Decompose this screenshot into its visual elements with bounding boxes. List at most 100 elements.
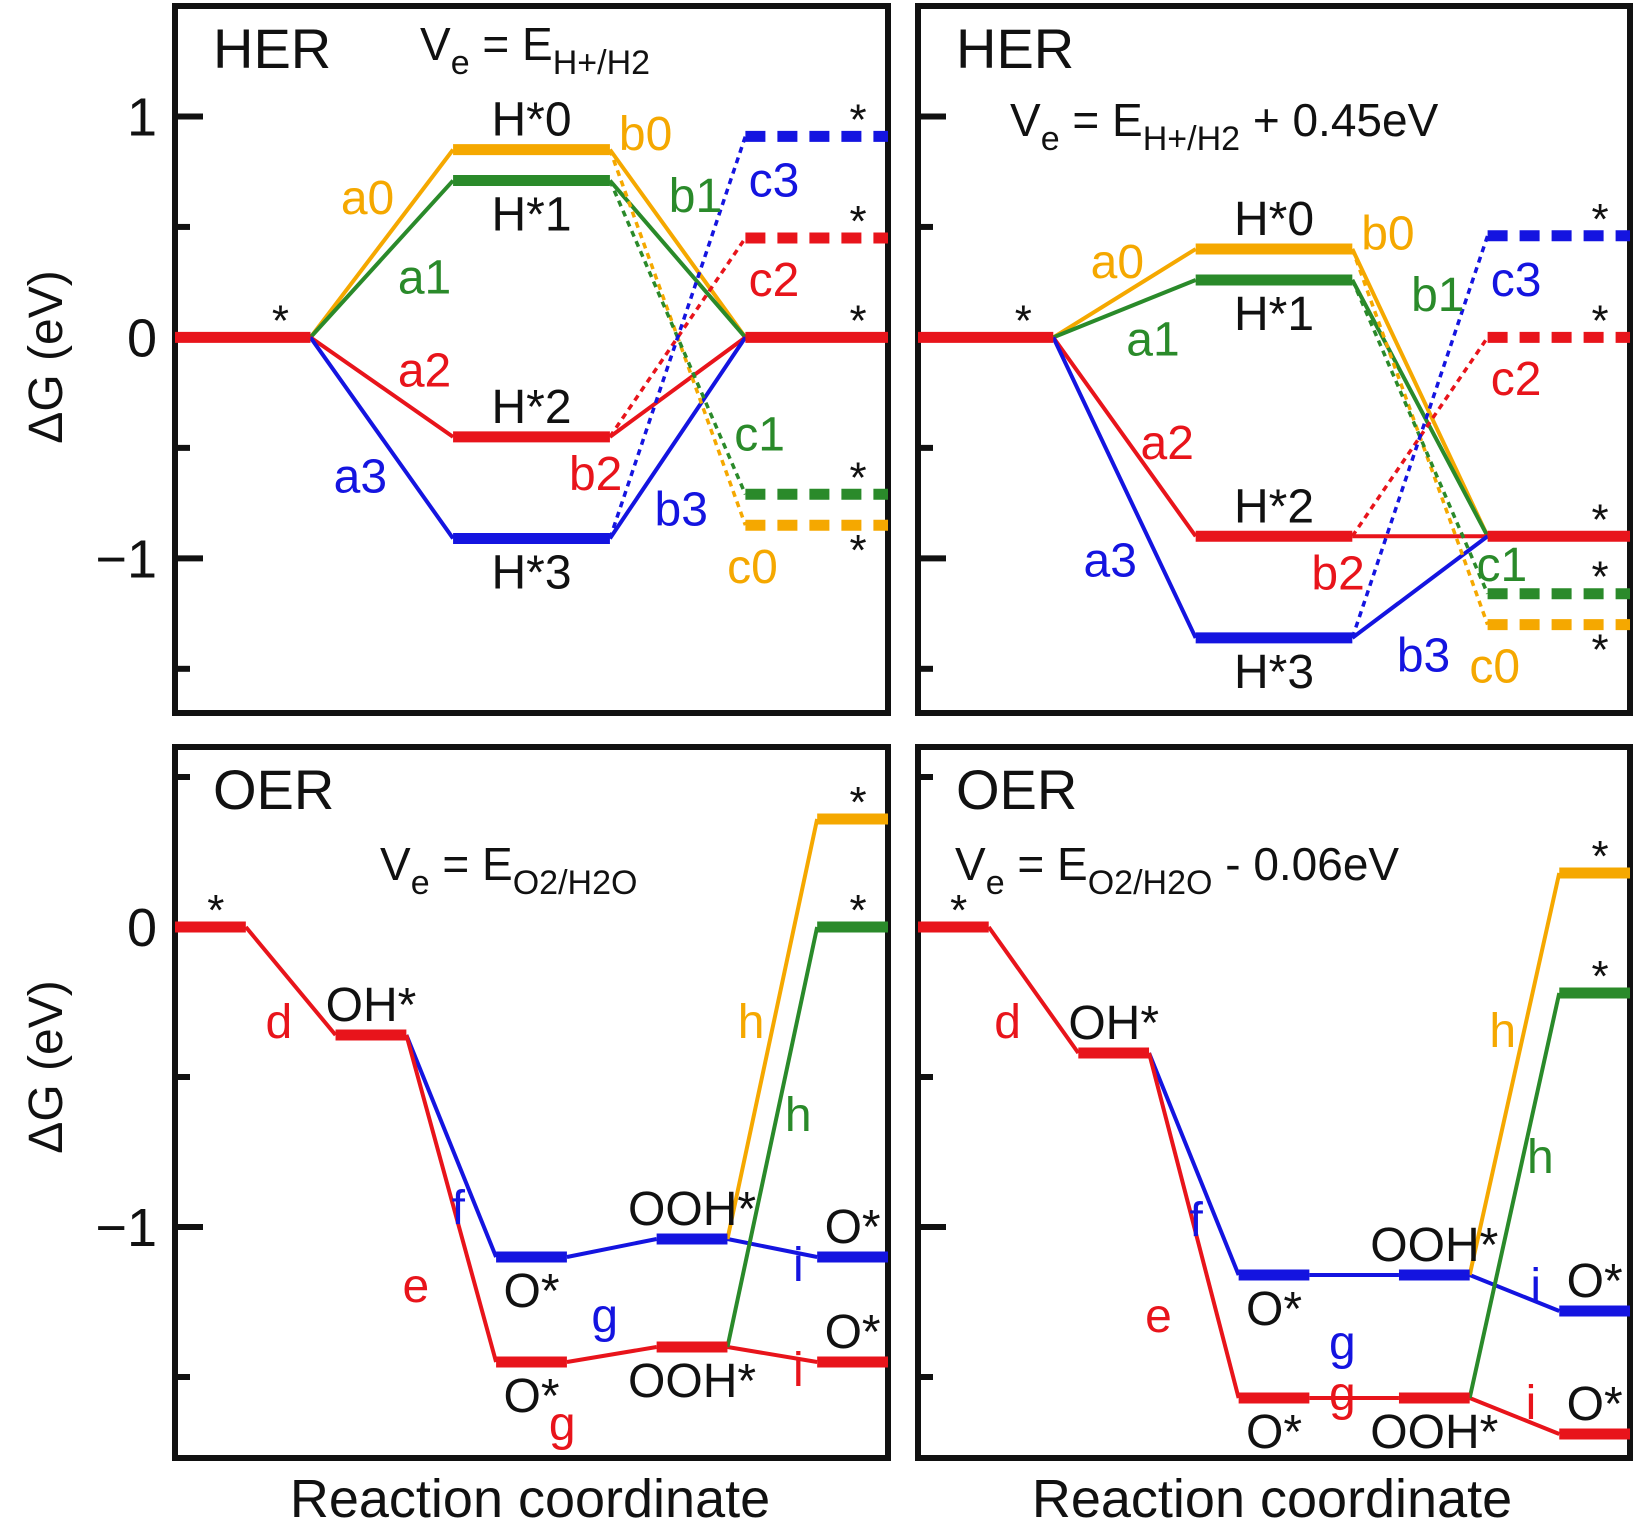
level-label: * (849, 197, 866, 246)
step-label: b3 (655, 484, 708, 537)
step-label: d (994, 996, 1021, 1049)
step-label: c2 (749, 254, 800, 307)
step-label: b1 (1411, 269, 1464, 322)
plot-frame (172, 3, 891, 716)
step-label: i (793, 1239, 804, 1292)
connector-line (309, 335, 455, 439)
step-label: a3 (334, 450, 387, 503)
step-label: c0 (1469, 640, 1520, 693)
connector-line (1467, 992, 1562, 1399)
connector-line (1051, 336, 1198, 639)
step-label: h (785, 1089, 812, 1142)
step-label: c3 (1491, 254, 1542, 307)
level-label: * (1591, 553, 1608, 602)
y-tick-label: −1 (95, 529, 157, 589)
step-label: b2 (1311, 548, 1364, 601)
step-label: c1 (1476, 539, 1527, 592)
connector-line (725, 926, 820, 1348)
level-label: OOH* (1370, 1406, 1498, 1459)
y-axis-label: ΔG (eV) (20, 270, 73, 443)
step-label: f (1190, 1194, 1204, 1247)
connector-line (608, 336, 748, 540)
plot-frame (915, 3, 1633, 716)
connector-line (1051, 336, 1198, 538)
step-label: a1 (398, 252, 451, 305)
level-label: O* (1246, 1406, 1302, 1459)
connector-line (1350, 279, 1490, 538)
connector-line (1350, 336, 1490, 538)
connector-line (1350, 248, 1490, 538)
step-label: b0 (619, 108, 672, 161)
connector-line (1052, 247, 1197, 340)
step-label: i (793, 1344, 804, 1397)
level-label: * (272, 296, 289, 345)
level-label: * (950, 886, 967, 935)
level-label: * (849, 296, 866, 345)
step-label: i (1530, 1260, 1541, 1313)
level-label: * (849, 886, 866, 935)
panel-title: OER (956, 758, 1077, 821)
x-axis-label: Reaction coordinate (290, 1469, 770, 1529)
level-label: * (1591, 195, 1608, 244)
step-label: f (452, 1182, 466, 1235)
level-label: H*1 (1234, 288, 1314, 341)
connector-line (608, 135, 748, 540)
level-label: * (207, 886, 224, 935)
connector-line (308, 336, 455, 540)
step-label: b0 (1361, 207, 1414, 260)
level-label: * (849, 95, 866, 144)
panel-title: HER (213, 17, 331, 80)
y-axis-label: ΔG (eV) (20, 980, 73, 1153)
step-label: c0 (727, 541, 778, 594)
level-label: * (849, 453, 866, 502)
connector-line (608, 179, 747, 339)
level-label: * (1591, 952, 1608, 1001)
level-label: O* (503, 1370, 559, 1423)
level-label: OH* (326, 979, 417, 1032)
connector-line (308, 179, 455, 339)
y-axis-label-bottom: ΔG (eV) (20, 980, 73, 1153)
panel-title: OER (213, 758, 334, 821)
level-label: OOH* (628, 1183, 756, 1236)
step-label: a0 (341, 172, 394, 225)
connector-line (244, 925, 338, 1037)
step-label: a1 (1126, 313, 1179, 366)
level-label: * (849, 526, 866, 575)
connector-line (608, 335, 747, 439)
y-axis-label-top: ΔG (eV) (20, 270, 73, 443)
y-tick-label: −1 (95, 1198, 157, 1258)
connector-line (1467, 872, 1562, 1276)
connector-line (1351, 534, 1489, 640)
plot-frame (915, 744, 1633, 1461)
level-label: O* (825, 1201, 881, 1254)
connector-line (1350, 235, 1490, 639)
step-label: c3 (749, 154, 800, 207)
step-label: d (266, 996, 293, 1049)
step-label: h (1527, 1131, 1554, 1184)
level-label: * (849, 778, 866, 827)
level-label: * (1591, 626, 1608, 675)
step-label: b1 (669, 170, 722, 223)
connector-line (608, 236, 747, 438)
connector-line (404, 1034, 499, 1363)
level-label: OOH* (1370, 1219, 1498, 1272)
level-label: O* (1246, 1283, 1302, 1336)
step-label: i (1526, 1377, 1537, 1430)
level-label: * (1015, 296, 1032, 345)
level-label: OOH* (628, 1355, 756, 1408)
connector-line (308, 148, 455, 339)
step-label: a0 (1091, 236, 1144, 289)
level-label: H*3 (1234, 646, 1314, 699)
step-label: g (591, 1290, 618, 1343)
level-label: H*0 (1234, 193, 1314, 246)
condition-label: Ve = EH+/H2 + 0.45eV (1010, 94, 1439, 158)
step-label: h (738, 996, 765, 1049)
level-label: H*3 (491, 546, 571, 599)
connector-line (987, 925, 1080, 1055)
level-label: * (1591, 495, 1608, 544)
level-label: H*0 (491, 94, 571, 147)
level-label: H*1 (491, 189, 571, 242)
condition-label: Ve = EH+/H2 (420, 18, 650, 82)
